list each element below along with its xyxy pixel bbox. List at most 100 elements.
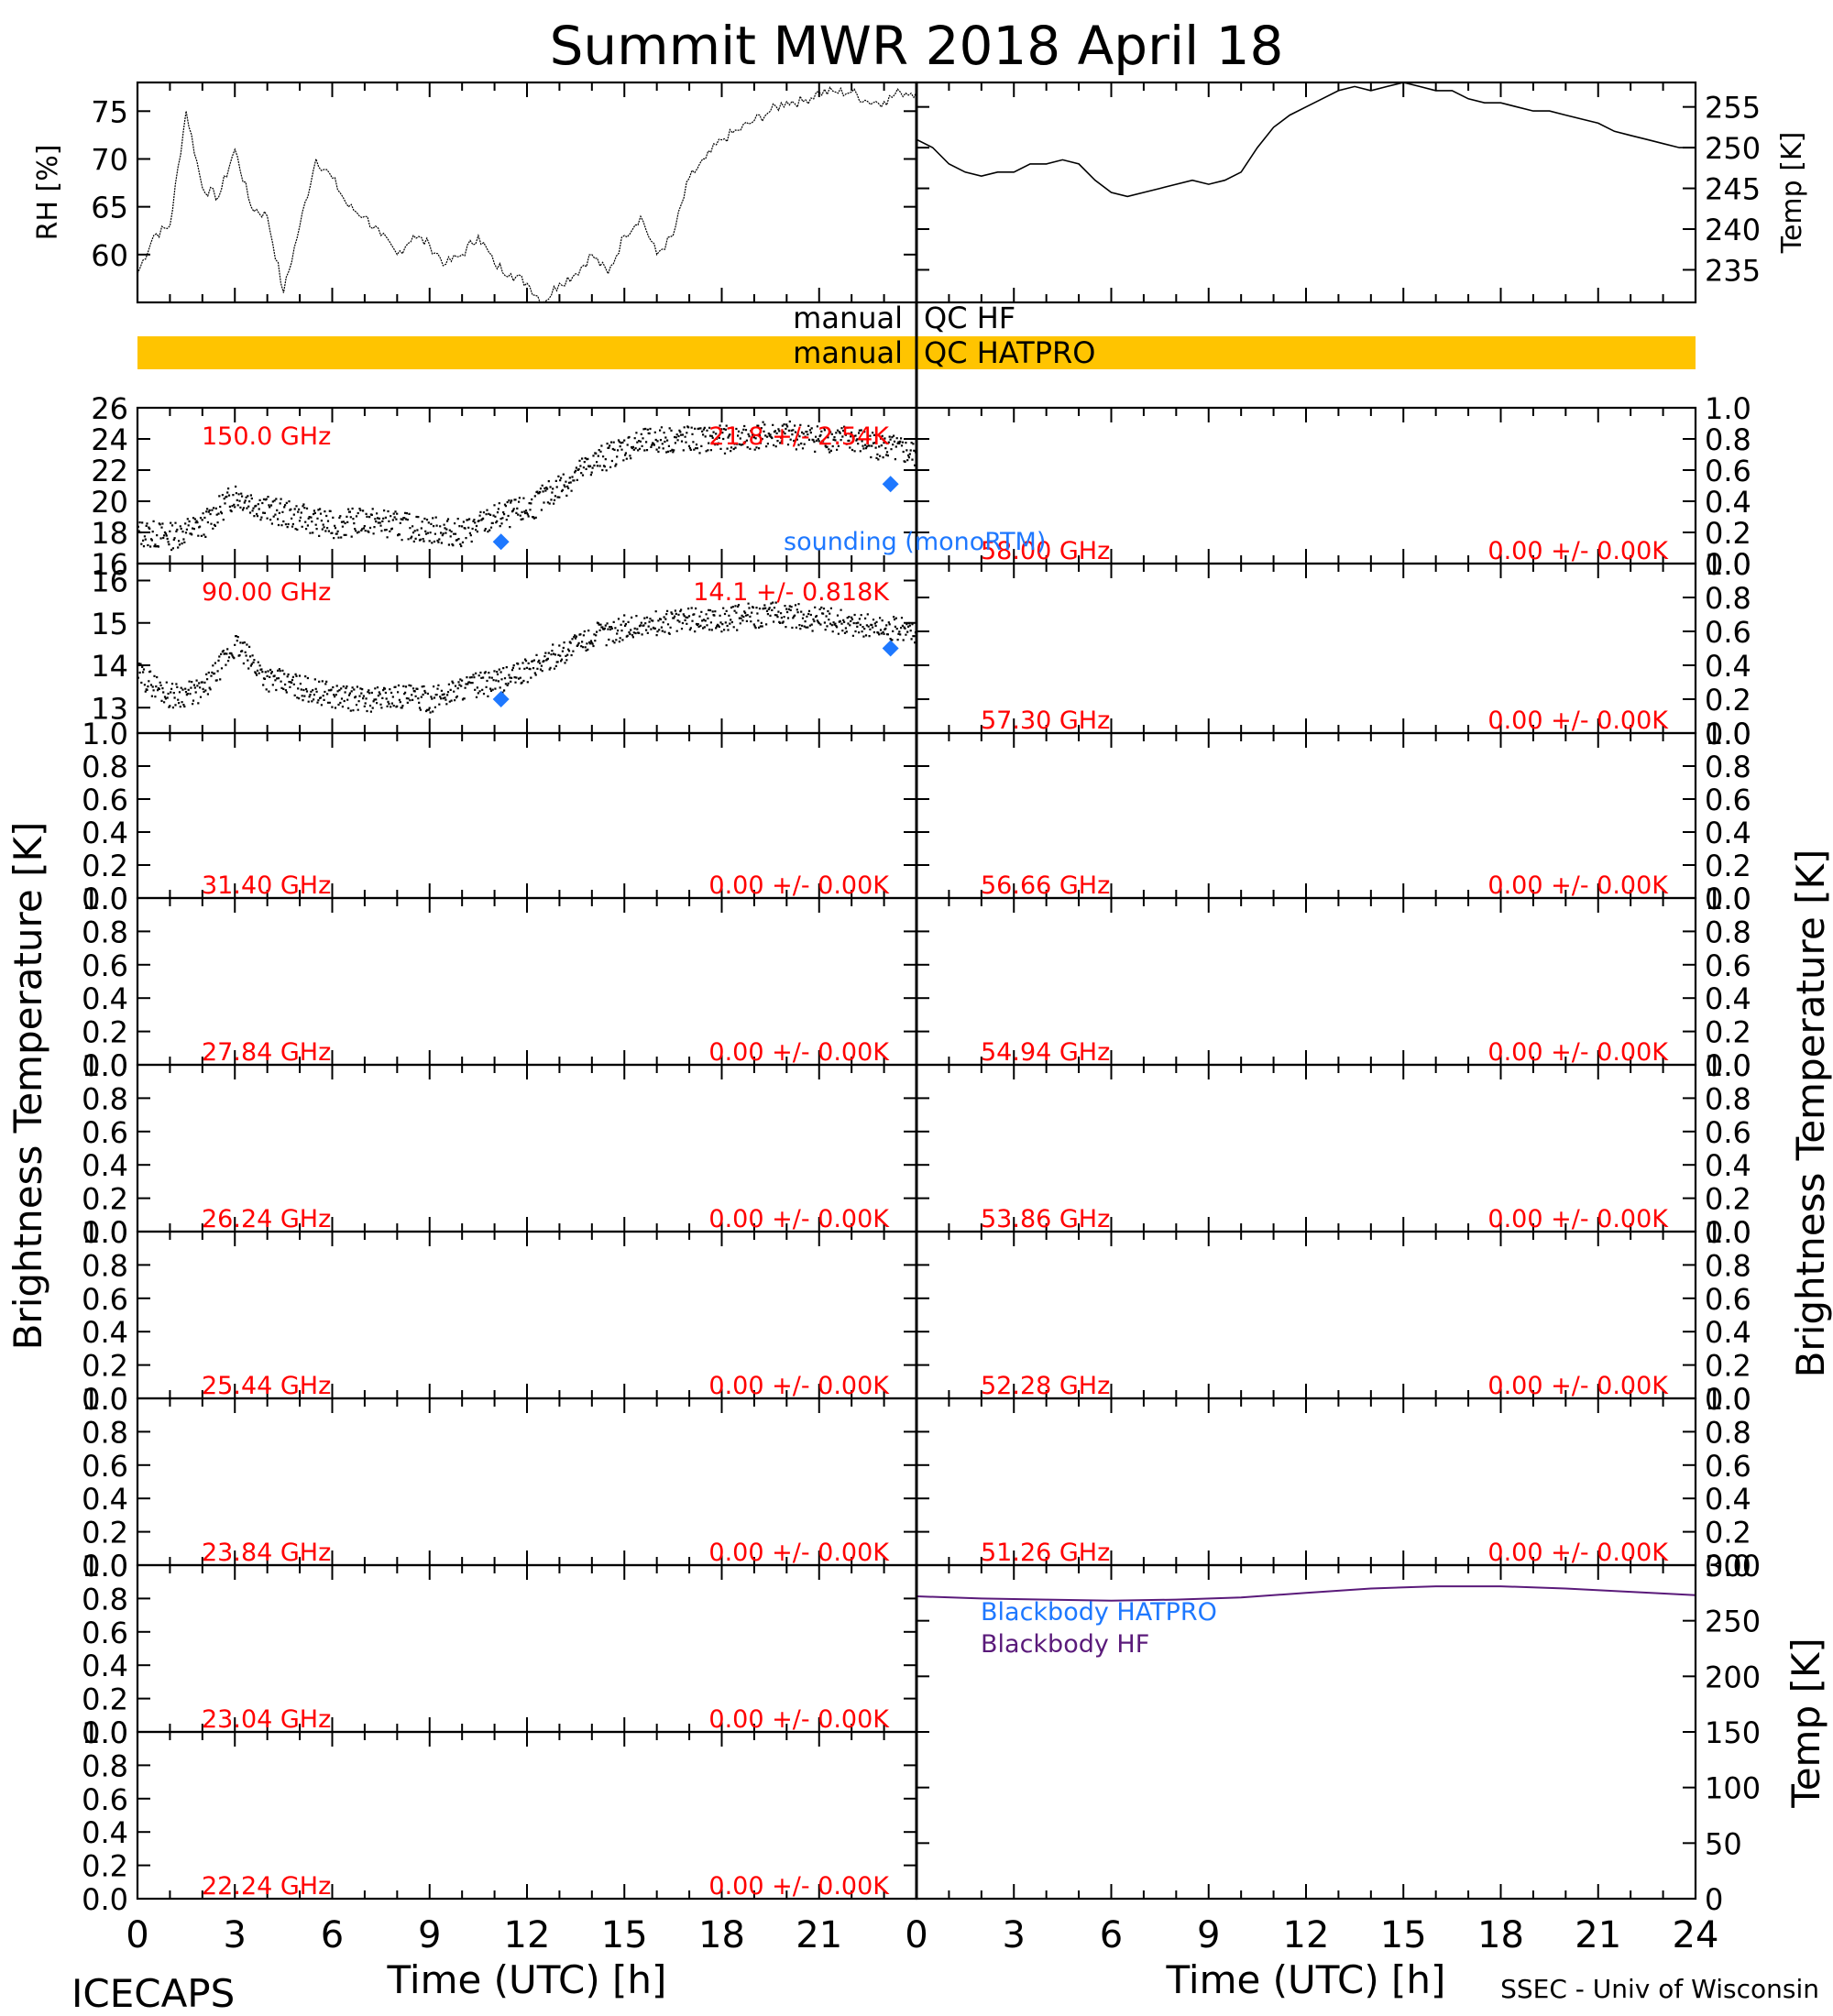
- ytick-label: 0.2: [82, 1349, 128, 1384]
- tb2624-frequency-label: 26.24 GHz: [202, 1205, 331, 1233]
- ytick-label: 0.2: [1705, 1015, 1751, 1050]
- tb5800-stat-label: 0.00 +/- 0.00K: [1487, 537, 1669, 565]
- ytick-label: 0.2: [1705, 1516, 1751, 1550]
- qc-hf-left: manual: [793, 301, 903, 335]
- tb2304-frequency-label: 23.04 GHz: [202, 1705, 331, 1734]
- ytick-label: 0.6: [82, 1616, 128, 1650]
- footer-right: SSEC - Univ of Wisconsin: [1500, 1974, 1819, 2004]
- ytick-label: 60: [91, 238, 128, 273]
- tb90-scatter-points: [137, 601, 916, 714]
- xtick-label-right: 6: [1100, 1914, 1123, 1956]
- frame-temp: [915, 81, 1697, 304]
- ytick-label: 16: [91, 547, 128, 582]
- tb5386-stat-label: 0.00 +/- 0.00K: [1487, 1205, 1669, 1233]
- tb3140-stat-label: 0.00 +/- 0.00K: [708, 871, 890, 900]
- x-axis-label-right: Time (UTC) [h]: [1166, 1957, 1446, 2002]
- ytick-label: 0.0: [82, 1048, 128, 1083]
- panel-rh: [137, 86, 916, 302]
- panel-plot-rh: [137, 86, 916, 302]
- ytick-label: 0.4: [82, 981, 128, 1016]
- ytick-label: 240: [1705, 213, 1761, 247]
- tb5386-frequency-label: 53.86 GHz: [981, 1205, 1110, 1233]
- tb2384-stat-label: 0.00 +/- 0.00K: [708, 1539, 890, 1567]
- ytick-label: 0.0: [1705, 882, 1751, 916]
- temp-ylabel: Temp [K]: [1776, 132, 1808, 255]
- tb2384-frequency-label: 23.84 GHz: [202, 1539, 331, 1567]
- ytick-label: 26: [91, 391, 128, 426]
- ytick-label: 22: [91, 454, 128, 488]
- tb5228-stat-label: 0.00 +/- 0.00K: [1487, 1372, 1669, 1400]
- ytick-label: 0.0: [82, 882, 128, 916]
- ytick-label: 1.0: [82, 882, 128, 916]
- ytick-label: 0.6: [82, 948, 128, 983]
- ytick-label: 0.4: [1705, 1482, 1751, 1517]
- tb2224-stat-label: 0.00 +/- 0.00K: [708, 1872, 890, 1901]
- ytick-label: 0.4: [82, 1482, 128, 1517]
- panel-tb150: [137, 420, 916, 552]
- ytick-label: 1.0: [82, 717, 128, 751]
- ytick-label: 0.8: [1705, 750, 1751, 784]
- ytick-label: 0.0: [1705, 1048, 1751, 1083]
- footer-left: ICECAPS: [71, 1971, 235, 2016]
- ytick-label: 0.0: [1705, 1215, 1751, 1250]
- ytick-label: 0.8: [82, 915, 128, 949]
- frame-rh: [136, 81, 918, 304]
- xtick-label-left: 6: [321, 1914, 344, 1956]
- ytick-label: 250: [1705, 131, 1761, 166]
- ytick-label: 0.2: [82, 1849, 128, 1884]
- x-axis-label-left: Time (UTC) [h]: [387, 1957, 667, 2002]
- ytick-label: 14: [91, 649, 128, 684]
- tb2624-stat-label: 0.00 +/- 0.00K: [708, 1205, 890, 1233]
- xtick-label-right: 18: [1477, 1914, 1524, 1956]
- qc-hatpro-right: QC HATPRO: [924, 335, 1095, 370]
- ytick-label: 150: [1705, 1715, 1761, 1750]
- tb150-scatter-points: [137, 420, 916, 552]
- panel-temp: [916, 82, 1696, 198]
- ytick-label: 0.0: [82, 1215, 128, 1250]
- text-layer: Summit MWR 2018 April 18 Brightness Temp…: [5, 15, 1833, 2016]
- ytick-label: 50: [1705, 1826, 1742, 1861]
- ytick-label: 0.4: [82, 1649, 128, 1683]
- panel-plot-tb150: [137, 420, 916, 552]
- ytick-label: 65: [91, 191, 128, 225]
- ytick-label: 0.6: [82, 1449, 128, 1484]
- tb5666-frequency-label: 56.66 GHz: [981, 871, 1110, 900]
- ytick-label: 0.6: [82, 1282, 128, 1317]
- ytick-label: 0.0: [82, 1882, 128, 1917]
- tb2544-frequency-label: 25.44 GHz: [202, 1372, 331, 1400]
- ytick-label: 75: [91, 94, 128, 129]
- ytick-label: 0.8: [82, 1415, 128, 1450]
- left-y-axis-label: Brightness Temperature [K]: [5, 822, 50, 1351]
- ytick-label: 1.0: [1705, 1215, 1751, 1250]
- ytick-label: 1.0: [1705, 1382, 1751, 1417]
- tb5730-frequency-label: 57.30 GHz: [981, 707, 1110, 735]
- ytick-label: 0.4: [82, 816, 128, 850]
- ytick-label: 0.4: [1705, 649, 1751, 684]
- ytick-label: 1.0: [1705, 717, 1751, 751]
- ytick-label: 0.4: [82, 1148, 128, 1183]
- ytick-label: 13: [91, 691, 128, 726]
- ytick-label: 0.0: [82, 1382, 128, 1417]
- xtick-label-right: 24: [1673, 1914, 1719, 1956]
- ytick-label: 0.2: [1705, 1349, 1751, 1384]
- ytick-label: 245: [1705, 172, 1761, 207]
- rh-ylabel: RH [%]: [32, 145, 64, 241]
- ytick-label: 0.6: [1705, 1282, 1751, 1317]
- panel-blackbody: [916, 1585, 1696, 1899]
- chart-title: Summit MWR 2018 April 18: [550, 15, 1284, 77]
- tb3140-frequency-label: 31.40 GHz: [202, 871, 331, 900]
- tb5126-frequency-label: 51.26 GHz: [981, 1539, 1110, 1567]
- xtick-label-left: 21: [796, 1914, 842, 1956]
- ytick-label: 0.4: [82, 1315, 128, 1350]
- ytick-label: 0.4: [1705, 816, 1751, 850]
- rh-series-line: [137, 86, 916, 302]
- ytick-label: 0.6: [1705, 615, 1751, 650]
- ytick-label: 0.4: [1705, 1315, 1751, 1350]
- ytick-label: 300: [1705, 1549, 1761, 1583]
- ytick-label: 200: [1705, 1660, 1761, 1694]
- tb150-sounding-point-0: [492, 533, 510, 551]
- tb90-frequency-label: 90.00 GHz: [202, 578, 331, 607]
- ytick-label: 0.8: [82, 1081, 128, 1116]
- ytick-label: 0.8: [82, 1748, 128, 1783]
